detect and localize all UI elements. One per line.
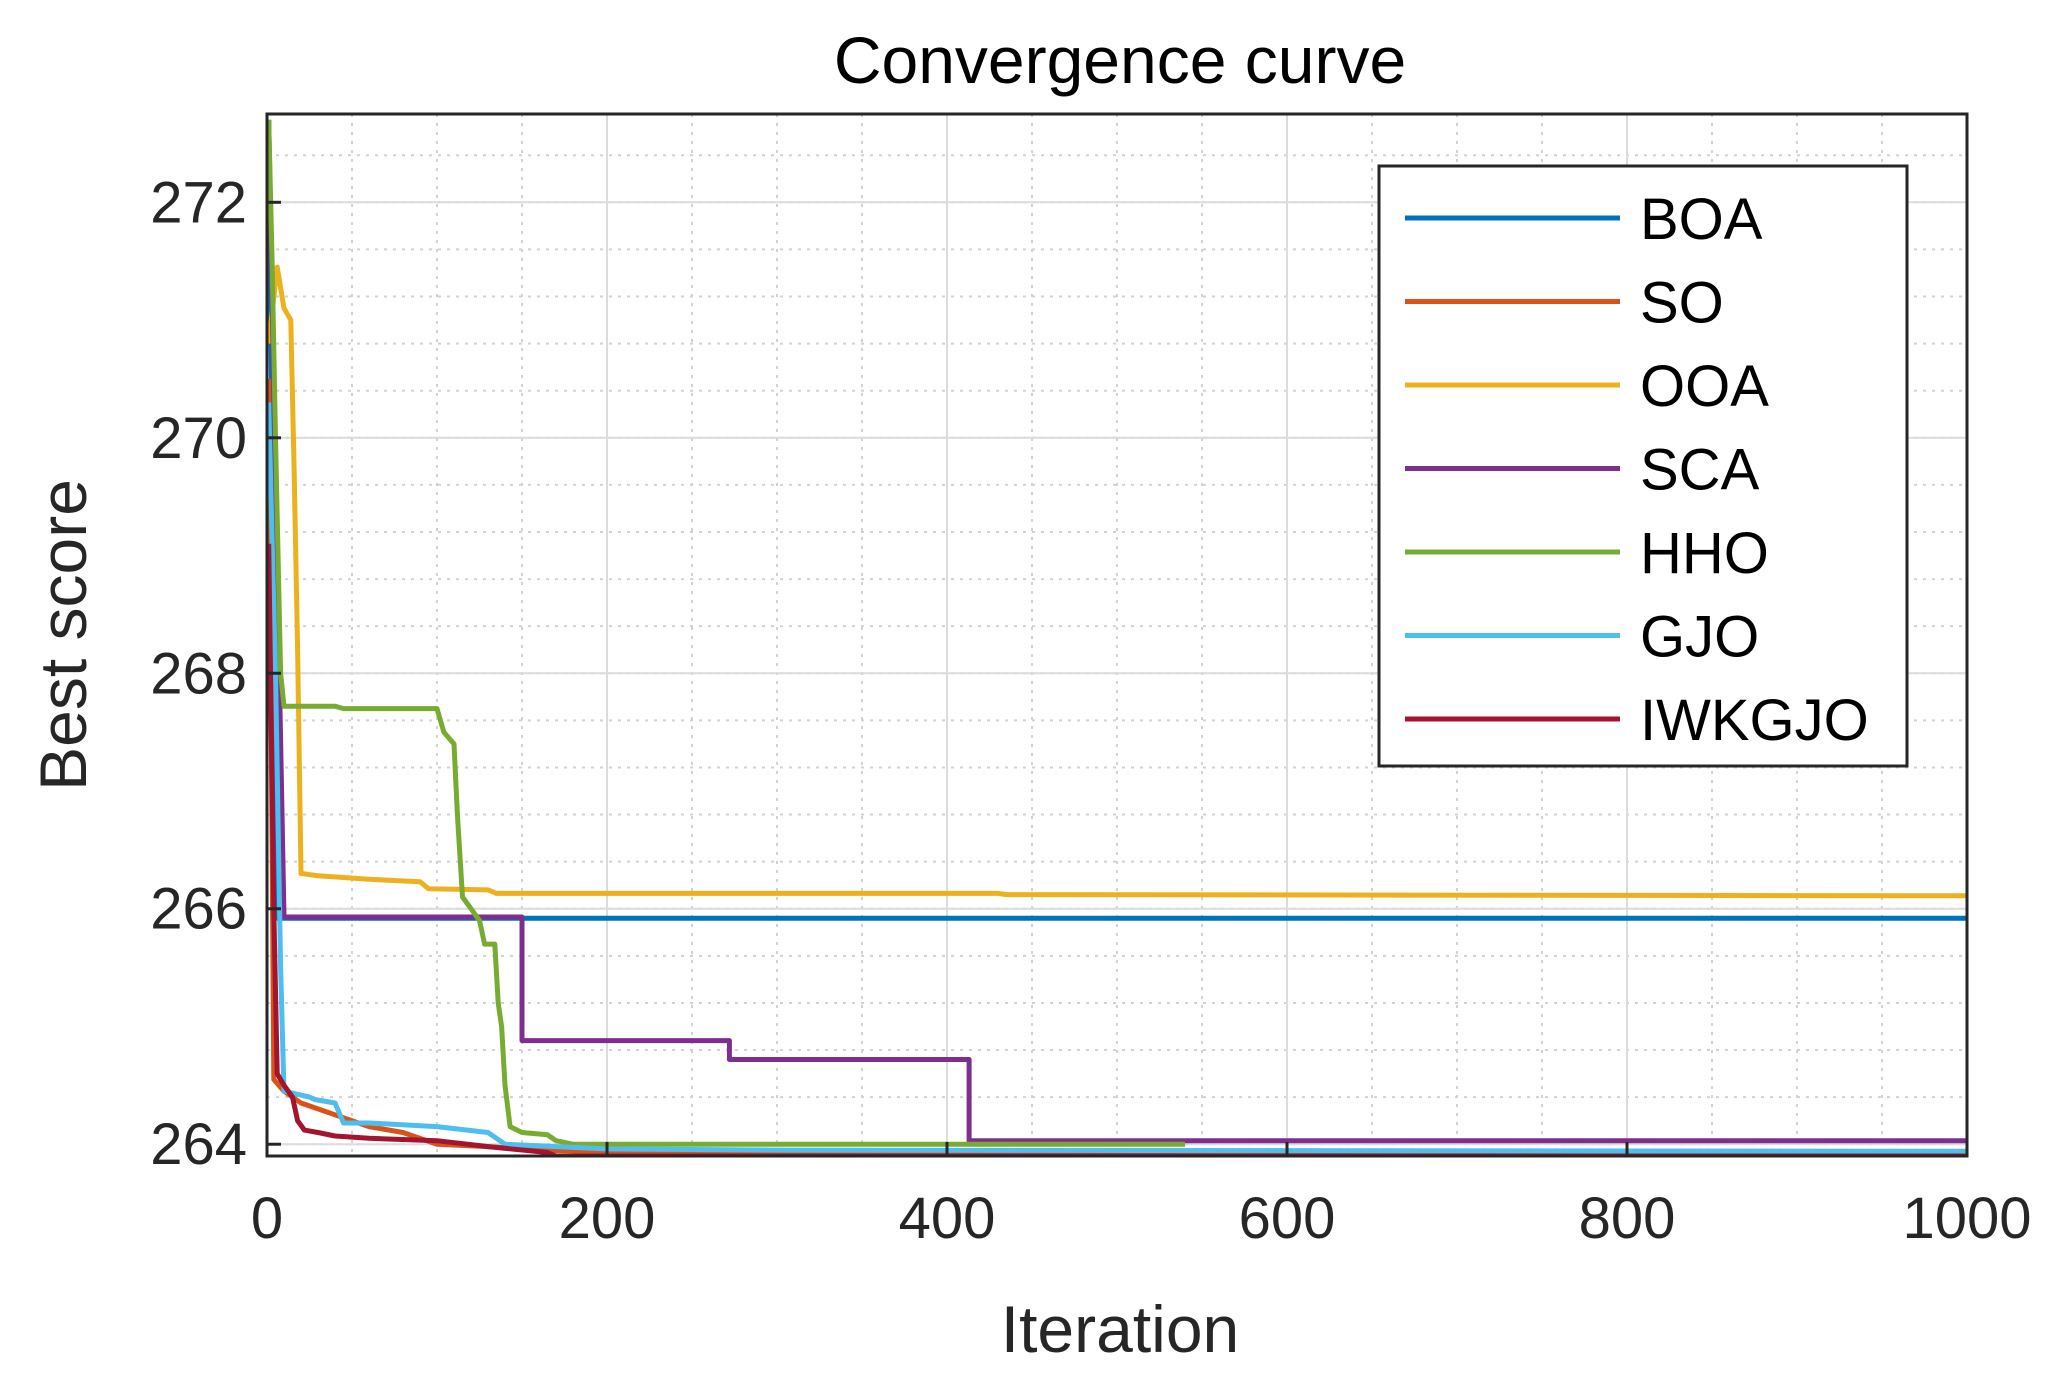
legend-label-so: SO <box>1640 271 1724 336</box>
y-tick-label: 264 <box>150 1112 247 1177</box>
legend-label-boa: BOA <box>1640 187 1763 252</box>
series-line-sca <box>267 119 1967 1144</box>
series-line-ooa <box>267 264 1967 899</box>
x-tick-label: 1000 <box>1902 1186 2031 1251</box>
y-tick-label: 270 <box>150 406 247 471</box>
plot-frame <box>265 112 1969 1158</box>
legend: BOA SO OOA SCA HHO GJO IWKGJO <box>1377 164 1909 768</box>
series-line-gjo <box>267 402 1967 1154</box>
y-axis-ticks: 264 266 268 270 272 <box>150 170 281 1177</box>
series-line-iwkgjo <box>267 543 1967 1156</box>
x-tick-label: 400 <box>899 1186 996 1251</box>
x-tick-label: 600 <box>1239 1186 1336 1251</box>
y-tick-label: 268 <box>150 641 247 706</box>
x-tick-label: 200 <box>559 1186 656 1251</box>
series-line-hho <box>267 119 1185 1147</box>
legend-label-hho: HHO <box>1640 521 1769 586</box>
y-axis-title: Best score <box>26 479 100 791</box>
legend-label-sca: SCA <box>1640 438 1760 503</box>
legend-label-ooa: OOA <box>1640 354 1769 419</box>
plot-series-group <box>267 119 1967 1156</box>
x-tick-label: 0 <box>251 1186 283 1251</box>
x-tick-label: 800 <box>1579 1186 1676 1251</box>
x-axis-ticks: 0 200 400 600 800 1000 <box>251 1142 2032 1251</box>
chart-title: Convergence curve <box>834 23 1406 97</box>
y-tick-label: 272 <box>150 170 247 235</box>
legend-label-iwkgjo: IWKGJO <box>1640 688 1869 753</box>
x-axis-title: Iteration <box>1001 1292 1239 1366</box>
y-tick-label: 266 <box>150 877 247 942</box>
legend-label-gjo: GJO <box>1640 605 1759 670</box>
